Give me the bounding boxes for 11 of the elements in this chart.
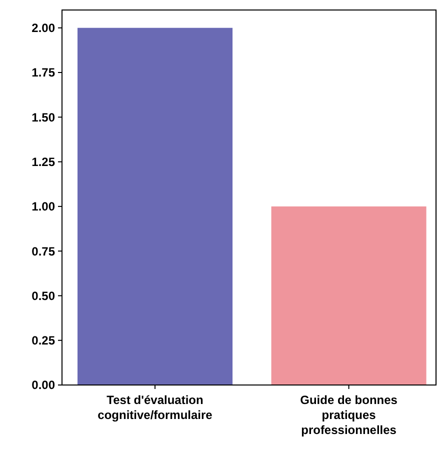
y-tick-label: 0.50 [32, 288, 56, 303]
y-tick-label: 0.25 [32, 334, 56, 348]
y-tick-label: 1.25 [32, 154, 56, 169]
y-tick-label: 2.00 [32, 21, 56, 36]
x-tick-label: Guide de bonnes pratiques professionnelles [300, 393, 398, 437]
y-tick-label: 0.75 [32, 244, 56, 258]
y-tick-label: 1.50 [32, 110, 56, 124]
y-tick-label: 1.00 [32, 200, 56, 214]
x-tick-label: Test d'évaluation cognitive/formulaire [98, 393, 213, 422]
y-tick-label: 0.00 [32, 378, 56, 392]
y-tick-label: 1.75 [32, 66, 56, 80]
